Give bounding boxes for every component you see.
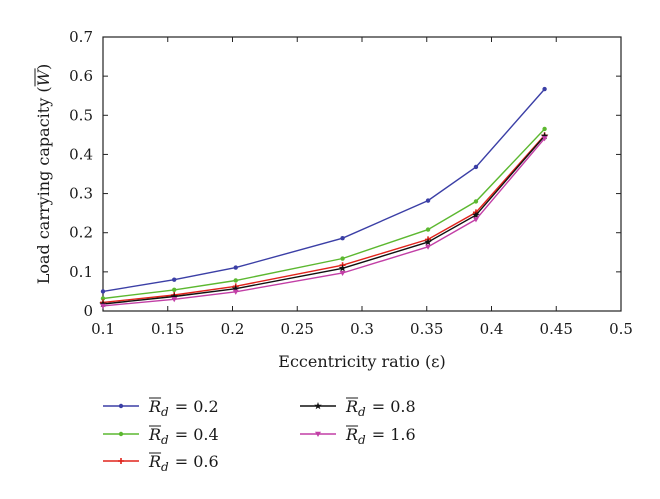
data-point [473, 199, 479, 204]
legend-subscript: d [161, 460, 169, 474]
data-point [118, 431, 124, 437]
data-point [171, 297, 178, 303]
data-point [425, 244, 432, 250]
data-point [100, 296, 106, 301]
tick-labels: 0.1 0.15 0.2 0.25 0.3 0.35 0.4 0.45 0.500.10.20.… [69, 28, 633, 338]
series-line [99, 132, 549, 308]
x-tick-label: 0.4 [480, 320, 504, 338]
legend-label: Rd = 0.8 [345, 397, 416, 419]
y-tick-label: 0.6 [69, 67, 93, 85]
legend-value: = 0.6 [175, 452, 219, 471]
series-line [100, 132, 548, 306]
legend-entry: Rd = 0.4 [103, 425, 219, 447]
data-point [424, 238, 432, 246]
legend-subscript: d [358, 405, 366, 419]
x-tick-label: 0.45 [540, 320, 573, 338]
data-point [542, 126, 547, 132]
series-path [102, 135, 546, 305]
data-point [425, 227, 431, 232]
data-point [472, 211, 480, 219]
x-tick-label: 0.5 [609, 320, 633, 338]
data-point [315, 431, 321, 437]
series-path [102, 134, 546, 304]
legend-entry: Rd = 0.2 [103, 397, 219, 419]
y-axis-title-symbol: W [34, 68, 53, 86]
series-path [102, 128, 546, 300]
legend-subscript: d [358, 433, 366, 447]
data-point [340, 235, 345, 241]
legend-symbol: R [345, 397, 358, 416]
series-line [100, 136, 548, 309]
data-point [172, 287, 177, 293]
data-point [425, 198, 431, 203]
legend-entry: Rd = 0.6 [103, 452, 219, 474]
legend-value: = 1.6 [372, 425, 416, 444]
svg-text:Load carrying capacity (W): Load carrying capacity (W) [34, 64, 53, 285]
data-point [170, 292, 179, 300]
data-point [100, 303, 106, 309]
legend-symbol: R [148, 397, 161, 416]
series-line [100, 126, 547, 301]
data-point [118, 403, 124, 409]
data-point [338, 264, 347, 272]
legend: Rd = 0.2 Rd = 0.4 Rd = 0.6 Rd = 0.8 Rd = 1.6 [103, 397, 416, 474]
x-axis-title: Eccentricity ratio (ε) [278, 352, 445, 371]
legend-value: = 0.4 [175, 425, 219, 444]
data-point [540, 132, 549, 140]
y-tick-label: 0.3 [69, 185, 93, 203]
legend-entry: Rd = 1.6 [300, 425, 416, 447]
y-tick-label: 0.2 [69, 224, 93, 242]
legend-label: Rd = 0.4 [148, 425, 219, 447]
plot-border [102, 36, 622, 312]
data-point [541, 136, 548, 142]
data-point [542, 86, 547, 92]
y-tick-label: 0.7 [69, 28, 93, 46]
x-tick-label: 0.1 [91, 320, 115, 338]
y-tick-label: 0.4 [69, 145, 93, 163]
legend-subscript: d [161, 433, 169, 447]
legend-symbol: R [148, 452, 161, 471]
x-tick-label: 0.2 [221, 320, 245, 338]
data-point [118, 458, 124, 464]
y-tick-label: 0 [83, 302, 93, 320]
legend-subscript: d [161, 405, 169, 419]
data-point [232, 289, 239, 295]
legend-value: = 0.2 [175, 397, 219, 416]
y-axis-title: Load carrying capacity (W) [34, 64, 53, 285]
legend-label: Rd = 0.6 [148, 452, 219, 474]
legend-symbol: R [345, 425, 358, 444]
data-point [472, 217, 479, 223]
data-point [314, 402, 322, 410]
data-point [473, 164, 479, 170]
legend-entry: Rd = 0.8 [300, 397, 416, 419]
y-axis-title-text: Load carrying capacity ( [34, 86, 53, 284]
y-tick-label: 0.1 [69, 263, 93, 281]
data-point [339, 270, 346, 277]
y-axis-title-close: ) [34, 64, 53, 70]
data-point [340, 256, 345, 261]
legend-symbol: R [148, 425, 161, 444]
data-point [231, 284, 240, 292]
series-layer [99, 86, 549, 309]
legend-label: Rd = 0.2 [148, 397, 219, 419]
data-point [100, 289, 106, 294]
x-tick-label: 0.3 [350, 320, 374, 338]
data-point [233, 265, 238, 270]
series-line [100, 86, 547, 294]
legend-value: = 0.8 [372, 397, 416, 416]
data-point [233, 278, 238, 283]
legend-label: Rd = 1.6 [345, 425, 416, 447]
x-tick-label: 0.35 [410, 320, 443, 338]
y-tick-label: 0.5 [69, 106, 93, 124]
plot-area [102, 36, 622, 312]
x-tick-label: 0.15 [151, 320, 184, 338]
series-path [102, 88, 546, 293]
data-point [99, 299, 107, 308]
data-point [172, 277, 177, 282]
x-tick-label: 0.25 [281, 320, 314, 338]
